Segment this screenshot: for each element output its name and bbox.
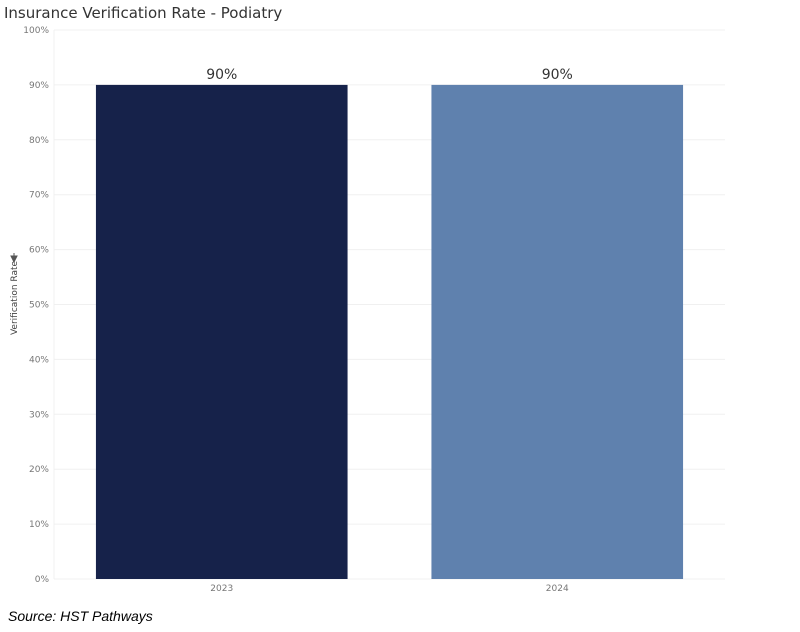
bar-2023[interactable] <box>95 84 348 580</box>
y-tick-label: 80% <box>29 136 49 146</box>
x-axis-ticks: 2023 2024 <box>210 584 569 594</box>
data-label-2023: 90% <box>206 67 237 83</box>
y-tick-label: 30% <box>29 410 49 420</box>
bar-2024[interactable] <box>431 84 684 580</box>
source-note: Source: HST Pathways <box>8 608 153 624</box>
y-axis-title-group: Verification Rate <box>10 261 20 336</box>
y-tick-label: 10% <box>29 520 49 530</box>
y-tick-label: 90% <box>29 81 49 91</box>
y-tick-label: 0% <box>35 575 50 585</box>
y-tick-label: 40% <box>29 355 49 365</box>
bars <box>95 84 684 580</box>
y-axis-title: Verification Rate <box>10 261 20 336</box>
chart-title: Insurance Verification Rate - Podiatry <box>4 4 283 22</box>
y-tick-label: 20% <box>29 465 49 475</box>
x-tick-label: 2024 <box>546 584 569 594</box>
data-label-2024: 90% <box>542 67 573 83</box>
bar-chart: 0%10%20%30%40%50%60%70%80%90%100% 90% 90%… <box>10 26 725 594</box>
x-tick-label: 2023 <box>210 584 233 594</box>
y-tick-label: 70% <box>29 191 49 201</box>
y-tick-label: 50% <box>29 301 49 311</box>
y-axis-ticks: 0% 10% 20% 30% 40% 50% 60% 70% 80% 90% 100% <box>23 26 49 585</box>
pin-icon <box>10 253 18 264</box>
y-tick-label: 60% <box>29 246 49 256</box>
data-labels: 90% 90% <box>206 67 573 83</box>
y-tick-label: 100% <box>23 26 49 36</box>
